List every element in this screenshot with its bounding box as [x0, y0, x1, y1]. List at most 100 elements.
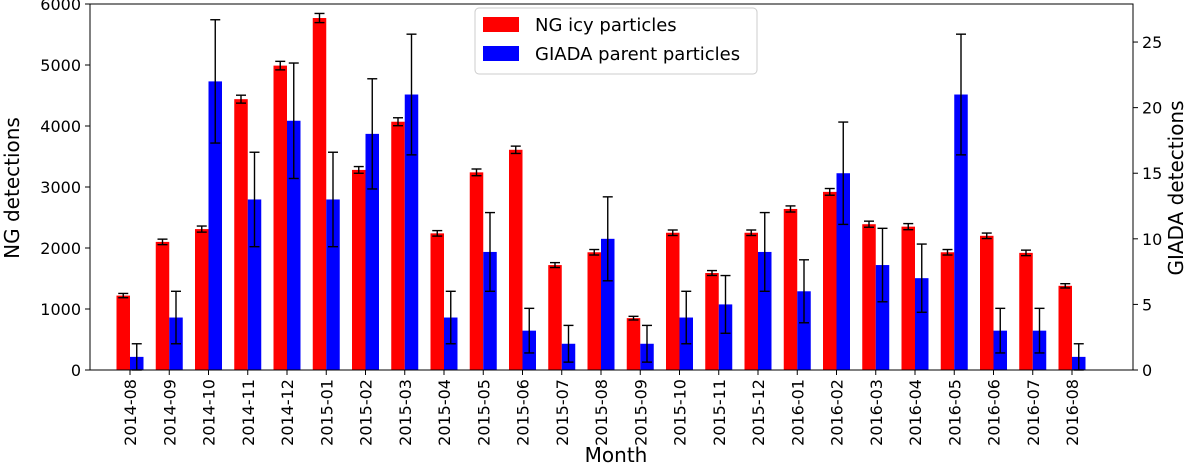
- giada-bar-2015-02: [365, 133, 379, 370]
- ng-bar-2016-05: [940, 252, 955, 370]
- giada-bar-2015-12: [758, 251, 772, 370]
- left-tick-label: 2000: [40, 239, 81, 258]
- right-tick-label: 5: [1142, 295, 1152, 314]
- ng-bar-2015-01: [312, 18, 327, 371]
- x-tick-label: 2015-09: [631, 379, 650, 446]
- right-y-axis: 0 5 10 15 20 25: [1133, 33, 1162, 380]
- ng-bar-2014-10: [195, 229, 209, 370]
- right-tick-label: 0: [1142, 361, 1152, 380]
- right-axis-label: GIADA detections: [1164, 100, 1188, 275]
- x-tick-label: 2015-08: [592, 379, 611, 446]
- x-tick-label: 2016-08: [1063, 379, 1082, 446]
- giada-error-bar-2015-12: [759, 211, 770, 292]
- legend: NG icy particles GIADA parent particles: [474, 7, 758, 75]
- ng-error-bar-2015-07: [550, 261, 560, 269]
- error-bars-layer: [118, 12, 1084, 371]
- ng-bar-2015-05: [469, 172, 484, 370]
- ng-bar-2014-08: [116, 295, 130, 370]
- ng-bar-2015-04: [430, 233, 444, 370]
- giada-error-bar-2015-03: [406, 33, 417, 156]
- x-tick-label: 2015-02: [357, 379, 376, 446]
- ng-error-bar-2014-12: [275, 60, 286, 71]
- ng-error-bar-2015-09: [628, 315, 639, 321]
- giada-error-bar-2014-11: [249, 151, 260, 248]
- x-tick-label: 2015-04: [435, 379, 454, 446]
- giada-bar-2014-10: [208, 81, 222, 371]
- giada-error-bar-2016-07: [1034, 307, 1045, 354]
- giada-error-bar-2016-03: [877, 227, 888, 303]
- giada-error-bar-2015-02: [367, 78, 378, 190]
- x-tick-label: 2014-08: [121, 379, 140, 446]
- ng-error-bar-2016-06: [981, 232, 992, 240]
- ng-error-bar-2015-05: [471, 168, 482, 177]
- left-tick-label: 1000: [40, 300, 81, 319]
- ng-bar-2016-03: [862, 224, 876, 370]
- ng-bar-2015-10: [666, 232, 680, 370]
- giada-error-bar-2015-06: [524, 307, 535, 354]
- x-tick-label: 2016-07: [1024, 379, 1043, 446]
- left-y-axis: 0 1000 2000 3000 4000 5000 6000: [40, 0, 90, 380]
- ng-error-bar-2014-11: [236, 94, 246, 104]
- ng-bar-2015-06: [509, 149, 523, 370]
- ng-bar-2014-11: [234, 99, 248, 370]
- giada-error-bar-2014-09: [171, 290, 181, 345]
- giada-error-bar-2015-04: [445, 290, 456, 345]
- x-tick-label: 2016-02: [828, 379, 847, 446]
- left-tick-label: 3000: [40, 178, 81, 197]
- x-axis-label: Month: [585, 443, 648, 467]
- legend-frame: [474, 7, 758, 75]
- left-tick-label: 6000: [40, 0, 81, 14]
- giada-bar-2015-05: [483, 251, 497, 370]
- ng-bar-2015-07: [548, 265, 562, 370]
- ng-error-bar-2014-08: [118, 292, 129, 299]
- ng-error-bar-2015-04: [432, 229, 443, 237]
- left-tick-label: 5000: [40, 56, 81, 75]
- giada-bar-2015-08: [601, 238, 615, 370]
- x-tick-label: 2016-05: [945, 379, 964, 446]
- left-tick-label: 4000: [40, 117, 81, 136]
- left-axis-label: NG detections: [0, 117, 24, 259]
- legend-swatch-ng: [483, 17, 519, 32]
- ng-bar-2014-12: [273, 65, 287, 371]
- x-tick-label: 2015-03: [396, 379, 415, 446]
- x-tick-label: 2015-01: [317, 379, 336, 446]
- ng-bar-2016-08: [1058, 285, 1072, 370]
- giada-error-bar-2015-09: [642, 324, 652, 363]
- x-tick-label: 2015-05: [474, 379, 493, 446]
- right-tick-label: 10: [1142, 230, 1162, 249]
- ng-error-bar-2016-01: [785, 205, 796, 213]
- legend-swatch-giada: [483, 46, 519, 61]
- ng-bar-2016-07: [1019, 252, 1033, 370]
- bars-layer: [116, 18, 1086, 371]
- x-tick-label: 2016-04: [906, 379, 925, 446]
- ng-error-bar-2016-04: [903, 222, 914, 231]
- ng-bar-2015-12: [744, 232, 758, 370]
- ng-error-bar-2015-11: [707, 269, 717, 277]
- x-tick-label: 2015-10: [671, 379, 690, 446]
- giada-error-bar-2016-01: [799, 259, 809, 324]
- right-tick-label: 25: [1142, 33, 1162, 52]
- ng-bar-2015-02: [352, 169, 366, 370]
- ng-error-bar-2015-03: [393, 117, 403, 127]
- ng-error-bar-2014-09: [157, 238, 168, 246]
- right-tick-label: 15: [1142, 164, 1162, 183]
- ng-bar-2016-04: [901, 226, 915, 370]
- ng-error-bar-2016-07: [1021, 249, 1031, 257]
- ng-error-bar-2016-02: [824, 187, 835, 196]
- giada-error-bar-2016-06: [995, 307, 1006, 354]
- x-tick-label: 2016-06: [985, 379, 1004, 446]
- giada-error-bar-2015-08: [602, 196, 613, 282]
- legend-label-ng: NG icy particles: [535, 15, 677, 36]
- legend-label-giada: GIADA parent particles: [535, 44, 740, 65]
- giada-bar-2015-11: [718, 304, 733, 370]
- giada-error-bar-2015-10: [681, 290, 692, 345]
- x-tick-label: 2016-03: [867, 379, 886, 446]
- ng-bar-2016-02: [823, 191, 837, 370]
- ng-bar-2015-11: [705, 273, 719, 370]
- x-tick-label: 2014-11: [239, 379, 258, 446]
- ng-error-bar-2015-12: [746, 229, 757, 237]
- giada-bar-2015-01: [326, 199, 340, 370]
- giada-error-bar-2014-12: [288, 62, 299, 180]
- giada-bar-2016-05: [954, 94, 968, 371]
